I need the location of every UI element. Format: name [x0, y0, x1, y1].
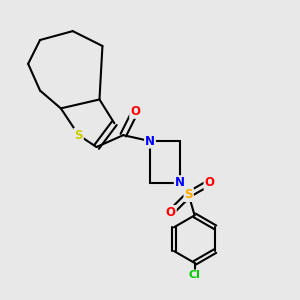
Text: N: N: [145, 135, 155, 148]
Text: N: N: [175, 176, 185, 189]
Text: O: O: [130, 105, 140, 118]
Text: S: S: [74, 129, 83, 142]
Text: O: O: [166, 206, 176, 219]
Text: O: O: [204, 176, 214, 189]
Text: S: S: [184, 188, 193, 201]
Text: Cl: Cl: [189, 270, 200, 280]
